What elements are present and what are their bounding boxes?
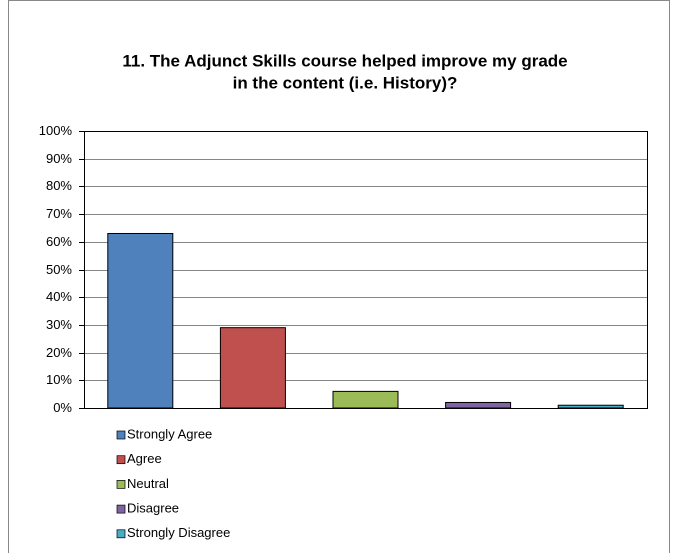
chart-title: 11. The Adjunct Skills course helped imp… [122, 51, 567, 70]
plot-frame [84, 131, 648, 409]
chart-title: in the content (i.e. History)? [233, 73, 458, 92]
legend-label: Neutral [127, 476, 169, 491]
y-tick-label: 50% [46, 262, 72, 277]
legend-swatch [116, 430, 126, 440]
bar [557, 404, 624, 409]
y-tick-label: 10% [46, 372, 72, 387]
legend-label: Strongly Disagree [127, 525, 230, 540]
y-tick-label: 30% [46, 317, 72, 332]
legend-label: Disagree [127, 501, 179, 516]
y-tick-label: 80% [46, 178, 72, 193]
legend-swatch [116, 504, 126, 514]
bar [332, 390, 399, 409]
y-tick-label: 40% [46, 289, 72, 304]
legend-label: Agree [127, 451, 162, 466]
legend-swatch [116, 529, 126, 539]
y-tick-label: 20% [46, 345, 72, 360]
bar [107, 232, 174, 409]
legend-swatch [116, 455, 126, 465]
y-tick-label: 90% [46, 151, 72, 166]
bar [219, 327, 286, 409]
y-tick-label: 60% [46, 234, 72, 249]
legend-swatch [116, 480, 126, 489]
y-tick-label: 70% [46, 206, 72, 221]
bar [445, 401, 512, 409]
y-tick-label: 0% [53, 400, 72, 415]
legend-label: Strongly Agree [127, 426, 212, 441]
y-tick-label: 100% [39, 123, 73, 138]
